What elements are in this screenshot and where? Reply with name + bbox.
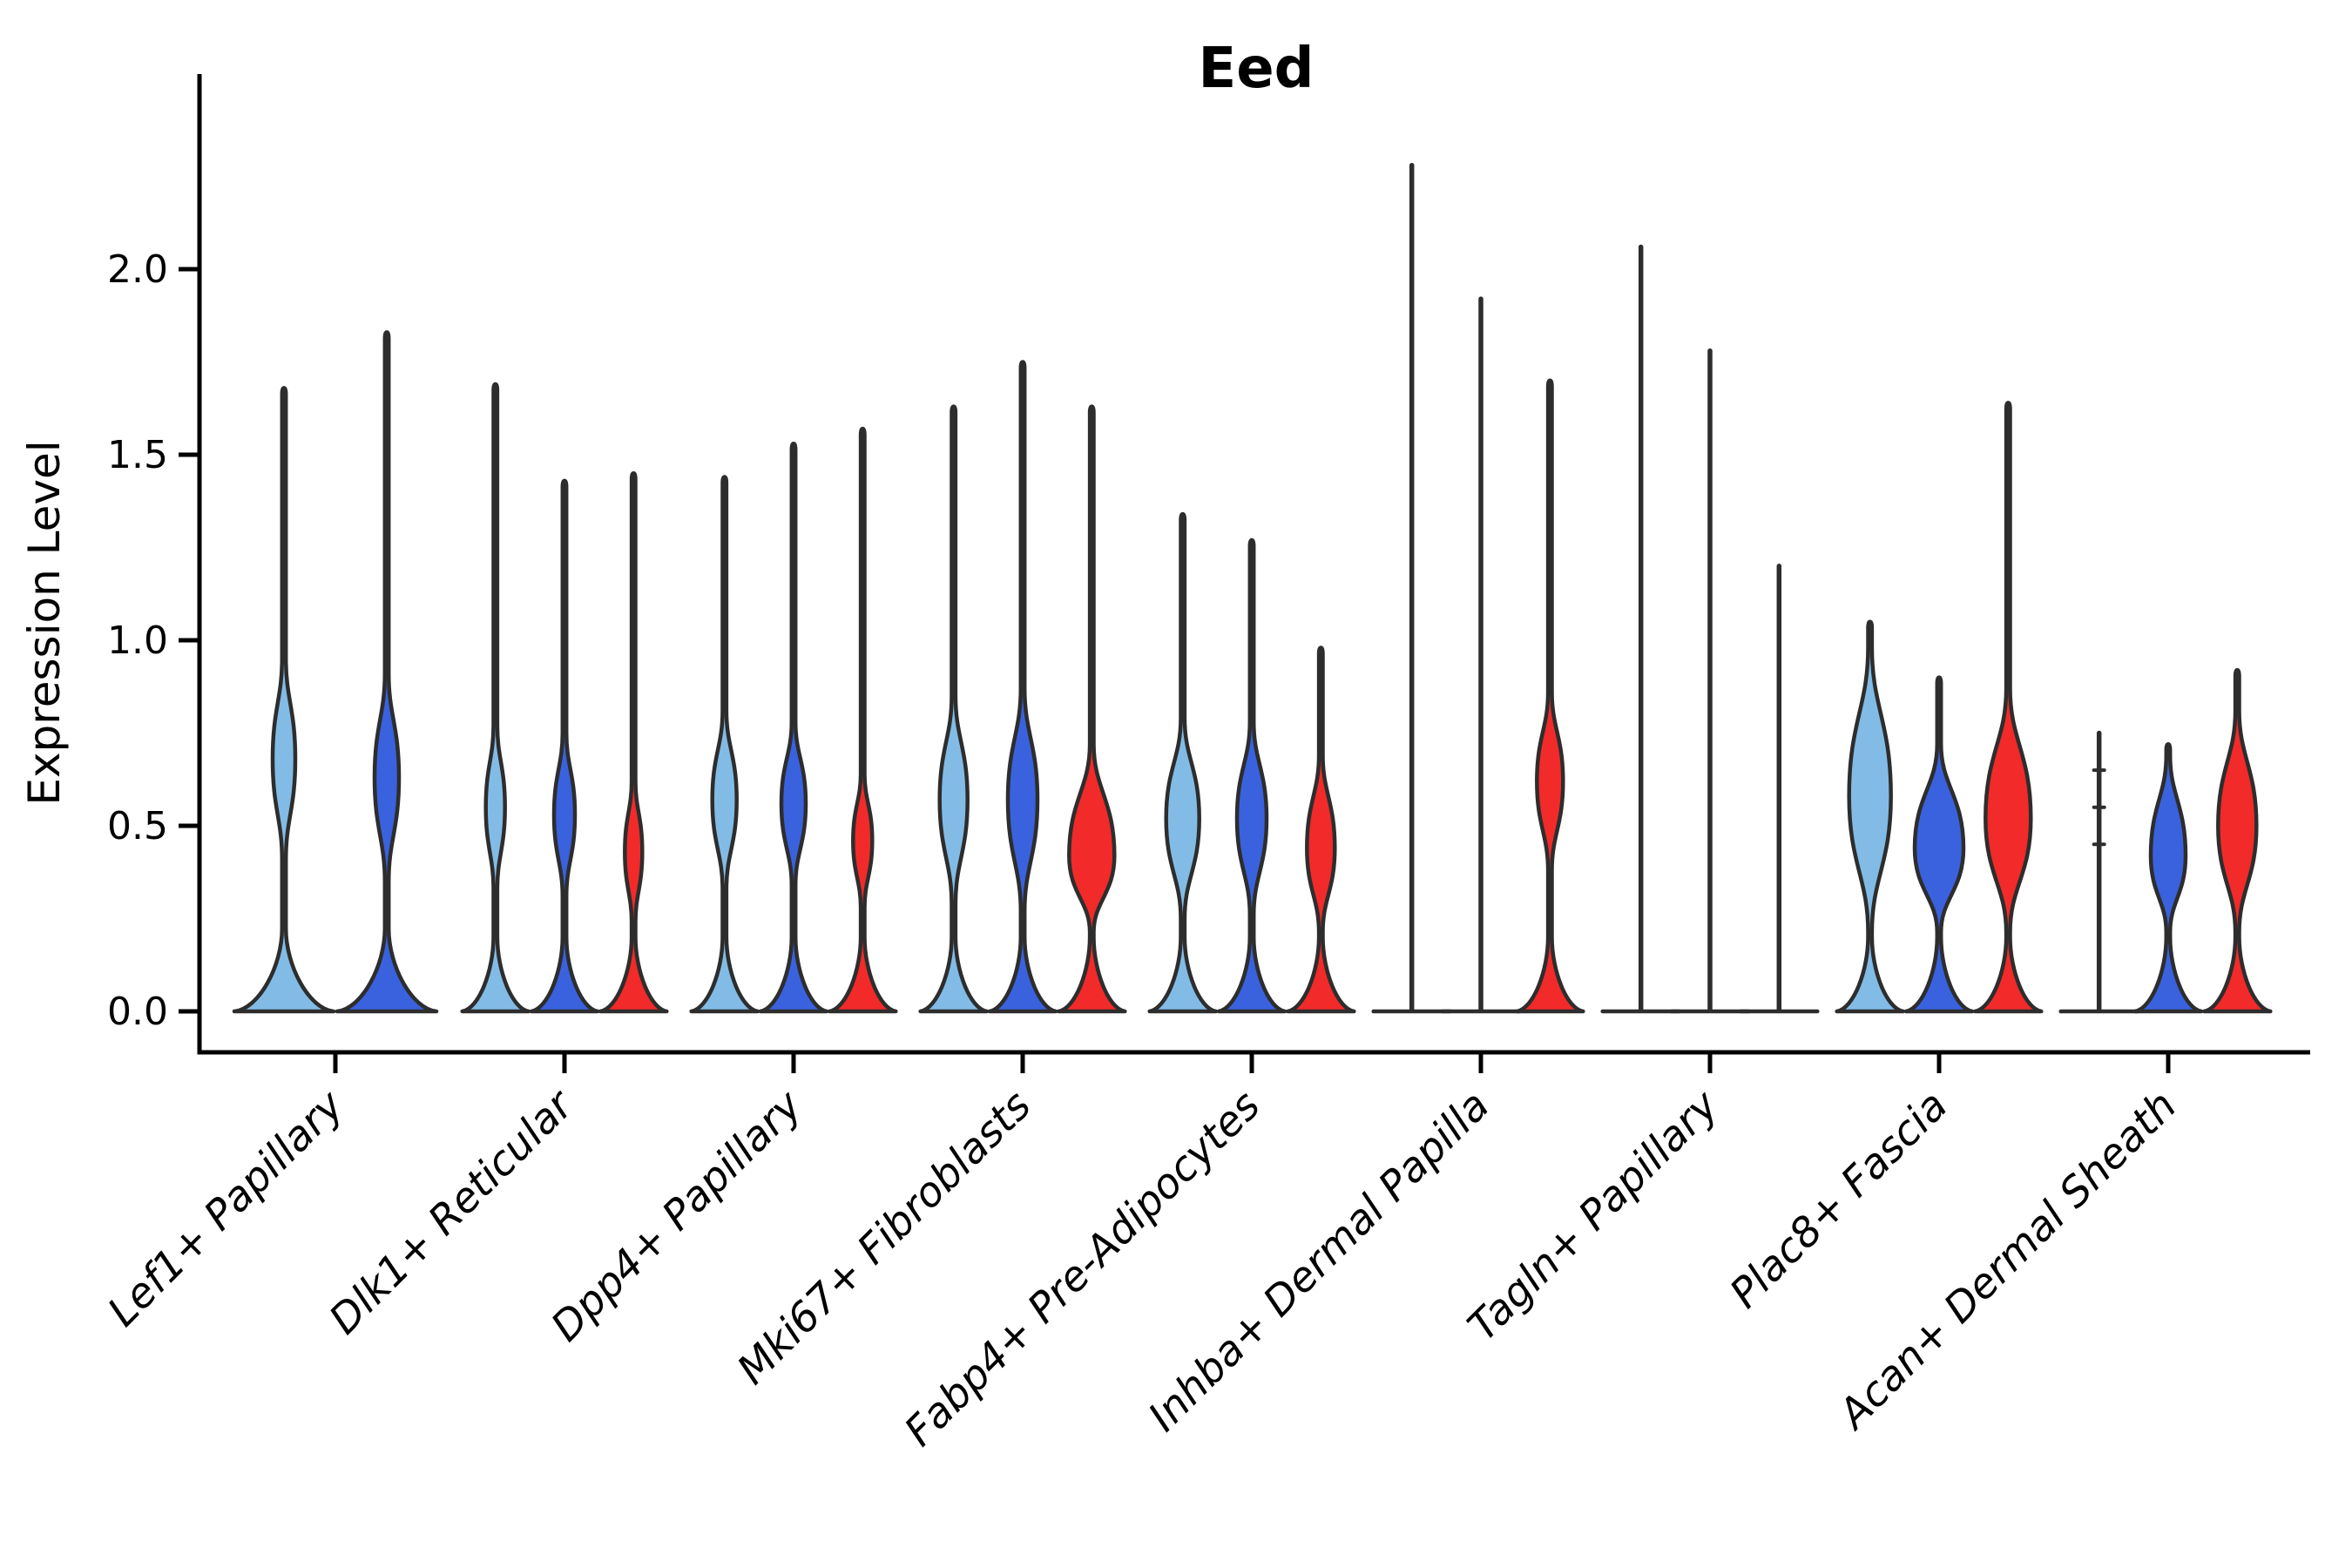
violin-light_blue	[689, 475, 760, 1014]
x-tick-label: Dlk1+ Reticular	[321, 1080, 585, 1344]
violin-light_blue	[232, 386, 336, 1014]
violin-red	[828, 426, 898, 1014]
x-tick-label: Plac8+ Fascia	[1720, 1082, 1957, 1318]
violin-dark_blue	[335, 330, 439, 1014]
violin-red	[1973, 401, 2044, 1014]
violin-light_blue	[1835, 619, 1905, 1014]
violin-light_blue	[1147, 511, 1218, 1014]
violin-dark_blue	[758, 441, 829, 1014]
violin-dark_blue	[1903, 675, 1975, 1014]
violin-dark_blue	[987, 360, 1058, 1014]
y-tick-label: 1.0	[107, 618, 168, 663]
violin-red	[598, 471, 669, 1014]
x-tick-label: Dpp4+ Papillary	[542, 1081, 812, 1351]
chart-title: Eed	[1199, 37, 1315, 101]
y-tick-label: 1.5	[107, 433, 168, 477]
y-tick-label: 0.5	[107, 804, 168, 848]
x-tick-label: Tagln+ Papillary	[1459, 1081, 1729, 1351]
violin-red	[1057, 404, 1127, 1014]
violin-red	[1515, 378, 1585, 1014]
violin-red	[2202, 667, 2273, 1014]
y-tick-label: 2.0	[107, 247, 168, 292]
x-tick-label: Lef1+ Papillary	[98, 1081, 354, 1336]
y-tick-label: 0.0	[107, 990, 168, 1034]
violin-dark_blue	[529, 478, 600, 1014]
violin-dark_blue	[1216, 537, 1288, 1014]
violin-light_blue	[918, 404, 989, 1014]
violin-light_blue	[460, 382, 531, 1014]
y-axis-label: Expression Level	[19, 440, 70, 805]
violin-dark_blue	[2132, 742, 2204, 1014]
violin-red	[1286, 645, 1356, 1014]
violin-layer	[232, 162, 2273, 1014]
